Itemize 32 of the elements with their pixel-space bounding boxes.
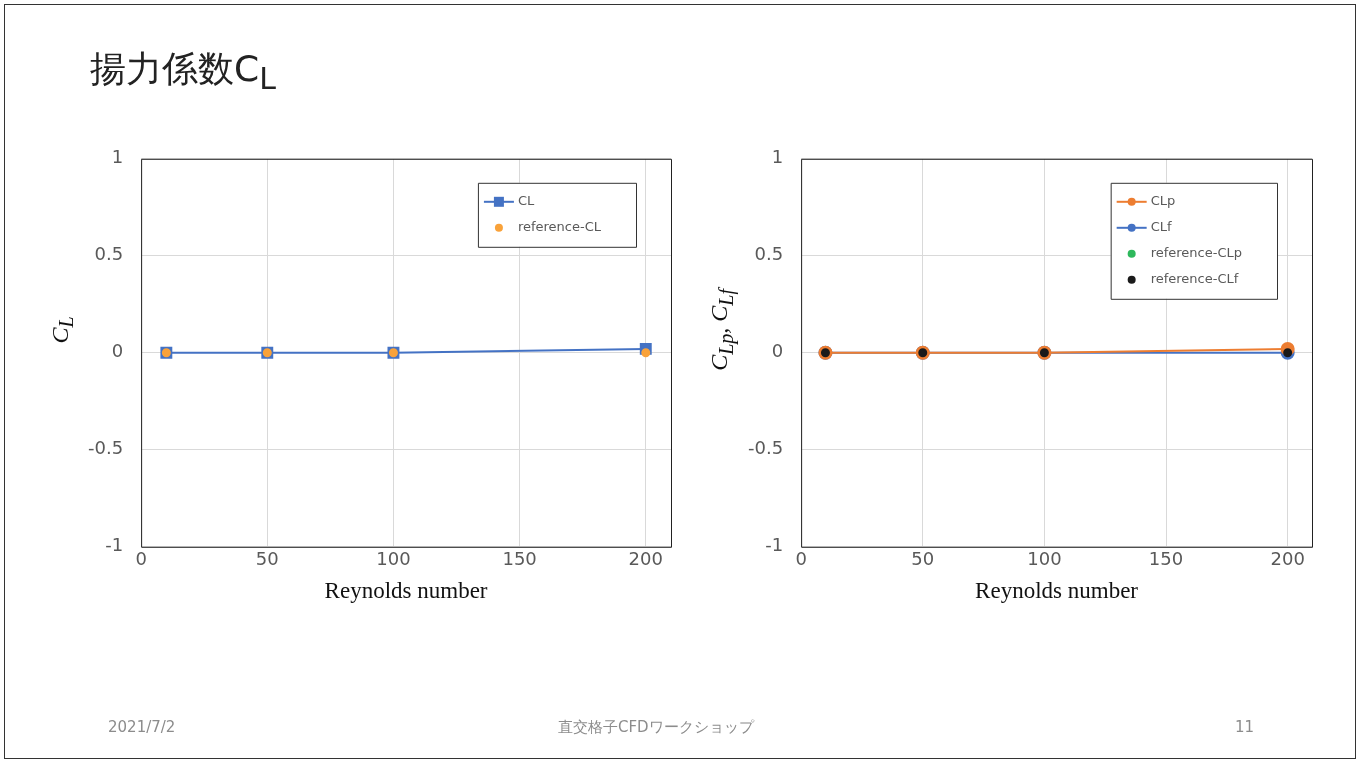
x-tick-label: 200: [628, 548, 663, 570]
legend-label: CLf: [1150, 219, 1172, 235]
legend-label: CLp: [1150, 193, 1176, 209]
y-tick-label: 0: [111, 340, 124, 362]
x-tick-label: 0: [135, 548, 147, 570]
text: 2021/7/2: [108, 718, 176, 736]
x-axis-title: Reynolds number: [324, 578, 488, 604]
legend-label: reference-CL: [517, 219, 602, 235]
legend-label: reference-CLf: [1150, 271, 1239, 287]
x-axis-title: Reynolds number: [975, 578, 1139, 604]
y-tick-label: 1: [771, 146, 784, 168]
x-tick-label: 50: [911, 548, 935, 570]
y-tick-label: 0: [771, 340, 784, 362]
y-tick-label: -1: [105, 534, 124, 556]
y-tick-label: 0.5: [754, 243, 784, 265]
x-tick-label: 150: [1148, 548, 1184, 570]
x-tick-label: 200: [1270, 548, 1305, 570]
x-tick-label: 150: [502, 548, 537, 570]
x-tick-label: 50: [255, 548, 279, 570]
y-tick-label: -0.5: [88, 437, 124, 459]
text: 11: [1235, 718, 1255, 736]
y-tick-label: -0.5: [748, 437, 784, 459]
text: 直交格子CFDワークショップ: [558, 718, 754, 737]
legend-label: reference-CLp: [1150, 245, 1243, 261]
legend-label: CL: [517, 193, 535, 209]
x-tick-label: 100: [376, 548, 411, 570]
x-tick-label: 0: [795, 548, 807, 570]
chart-title: 揚力係数C$_{L}$: [90, 47, 276, 97]
x-tick-label: 100: [1027, 548, 1062, 570]
y-tick-label: 1: [111, 146, 124, 168]
y-tick-label: 0.5: [94, 243, 124, 265]
y-tick-label: -1: [765, 534, 784, 556]
